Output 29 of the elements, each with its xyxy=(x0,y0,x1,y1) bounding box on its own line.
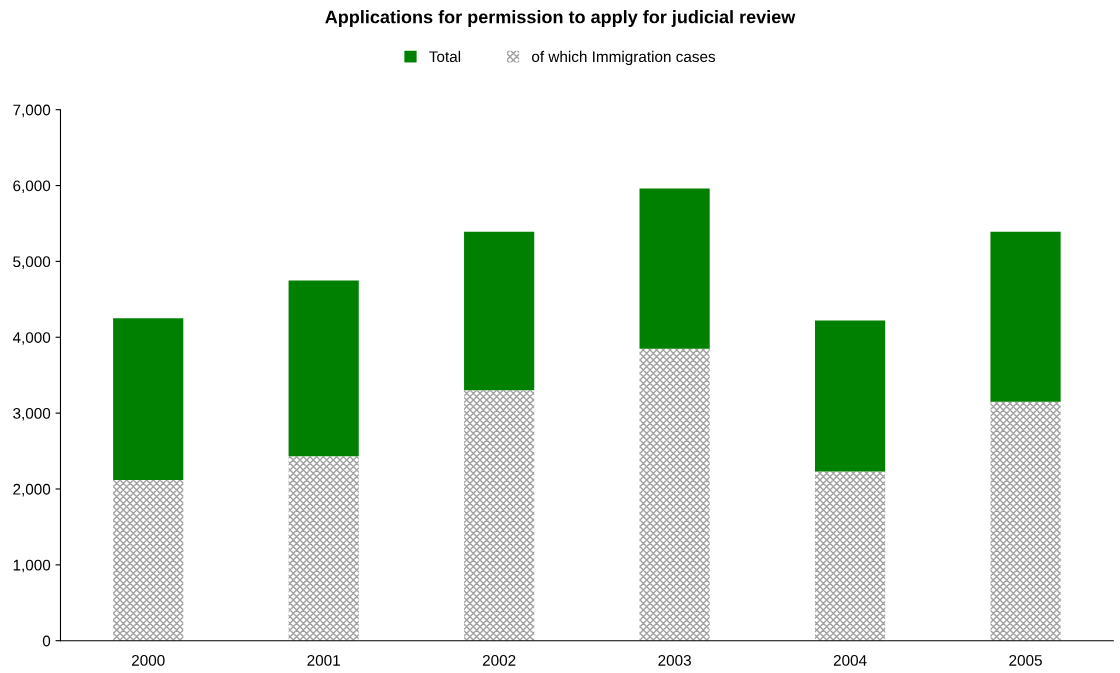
y-tick-label: 4,000 xyxy=(12,332,51,345)
x-tick-label: 2003 xyxy=(658,654,691,666)
legend-label: of which Immigration cases xyxy=(532,50,716,66)
bar xyxy=(464,390,535,641)
bar xyxy=(113,318,184,480)
x-tick-label: 2005 xyxy=(1009,654,1042,666)
bar xyxy=(990,401,1061,641)
x-tick-label: 2001 xyxy=(307,654,340,666)
x-tick-label: 2002 xyxy=(482,654,516,666)
bar xyxy=(288,280,359,457)
bar xyxy=(639,188,710,349)
x-tick-label: 2000 xyxy=(131,654,165,666)
x-tick-label: 2004 xyxy=(833,654,867,666)
bar xyxy=(464,231,535,391)
y-tick-label: 6,000 xyxy=(13,180,51,194)
y-tick-label: 7,000 xyxy=(13,104,51,118)
bar xyxy=(814,471,886,641)
bar xyxy=(639,348,710,641)
legend-label: Total xyxy=(429,50,461,63)
y-tick-label: 1,000 xyxy=(13,559,51,573)
y-tick-label: 5,000 xyxy=(13,256,51,269)
bar xyxy=(288,456,359,641)
y-tick-label: 0 xyxy=(42,635,51,647)
bar xyxy=(990,231,1061,402)
y-tick-label: 3,000 xyxy=(13,407,51,421)
y-tick-label: 2,000 xyxy=(13,483,51,497)
bar xyxy=(814,320,886,472)
bar xyxy=(113,479,184,641)
chart-title: Applications for permission to apply for judicial review xyxy=(325,10,796,27)
